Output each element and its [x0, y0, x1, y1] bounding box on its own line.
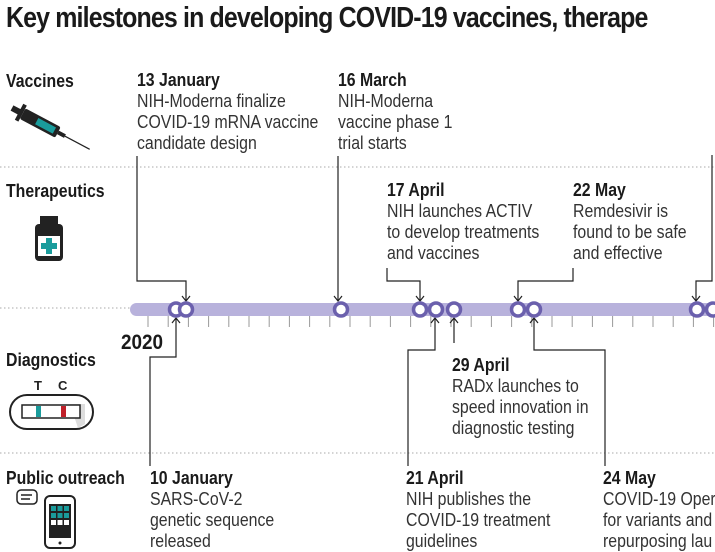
event-text: speed innovation in: [452, 397, 589, 418]
timeline-marker: [528, 303, 541, 316]
event-date: 22 May: [573, 180, 687, 201]
event-date: 24 May: [603, 468, 715, 489]
event-text: Remdesivir is: [573, 201, 687, 222]
test-strip-t-label: T: [34, 378, 42, 393]
event-may22: 22 May Remdesivir is found to be safe an…: [573, 180, 687, 264]
event-text: trial starts: [338, 133, 452, 154]
event-date: 10 January: [150, 468, 274, 489]
timeline-marker: [180, 303, 193, 316]
event-text: NIH-Moderna finalize: [137, 91, 318, 112]
test-strip-c-label: C: [58, 378, 67, 393]
event-date: 29 April: [452, 355, 589, 376]
event-text: and effective: [573, 243, 687, 264]
event-text: diagnostic testing: [452, 418, 589, 439]
event-text: COVID-19 mRNA vaccine: [137, 112, 318, 133]
smartphone-icon: [17, 490, 75, 548]
event-text: found to be safe: [573, 222, 687, 243]
event-text: for variants and: [603, 510, 715, 531]
year-label: 2020: [121, 331, 163, 355]
test-strip-icon: [10, 395, 93, 429]
event-text: COVID-19 treatment: [406, 510, 550, 531]
timeline-marker: [707, 303, 715, 316]
event-date: 21 April: [406, 468, 550, 489]
event-text: SARS-CoV-2: [150, 489, 274, 510]
event-text: COVID-19 Oper: [603, 489, 715, 510]
event-text: to develop treatments: [387, 222, 539, 243]
timeline-marker: [448, 303, 461, 316]
event-text: repurposing lau: [603, 531, 715, 552]
event-text: and vaccines: [387, 243, 539, 264]
event-text: NIH publishes the: [406, 489, 550, 510]
connector-right-edge: [696, 155, 712, 301]
event-date: 16 March: [338, 70, 452, 91]
event-apr21: 21 April NIH publishes the COVID-19 trea…: [406, 468, 550, 552]
event-jan10: 10 January SARS-CoV-2 genetic sequence r…: [150, 468, 274, 552]
event-date: 17 April: [387, 180, 539, 201]
timeline-marker: [335, 303, 348, 316]
timeline-marker: [430, 303, 443, 316]
event-text: NIH launches ACTIV: [387, 201, 539, 222]
medicine-bottle-icon: [35, 216, 63, 261]
event-text: NIH-Moderna: [338, 91, 452, 112]
event-text: RADx launches to: [452, 376, 589, 397]
timeline-marker: [414, 303, 427, 316]
event-text: vaccine phase 1: [338, 112, 452, 133]
event-mar16: 16 March NIH-Moderna vaccine phase 1 tri…: [338, 70, 452, 154]
timeline-marker: [691, 303, 704, 316]
timeline-marker: [512, 303, 525, 316]
timeline-ticks: [148, 316, 714, 327]
connector-apr17: [387, 268, 420, 301]
event-text: guidelines: [406, 531, 550, 552]
event-date: 13 January: [137, 70, 318, 91]
connector-jan13: [137, 156, 186, 301]
event-text: genetic sequence: [150, 510, 274, 531]
event-text: released: [150, 531, 274, 552]
connector-apr21: [408, 318, 435, 466]
event-apr17: 17 April NIH launches ACTIV to develop t…: [387, 180, 539, 264]
event-apr29: 29 April RADx launches to speed innovati…: [452, 355, 589, 439]
syringe-icon: [8, 100, 94, 157]
connector-may22: [518, 268, 573, 301]
event-may24: 24 May COVID-19 Oper for variants and re…: [603, 468, 715, 552]
event-text: candidate design: [137, 133, 318, 154]
event-jan13: 13 January NIH-Moderna finalize COVID-19…: [137, 70, 318, 154]
